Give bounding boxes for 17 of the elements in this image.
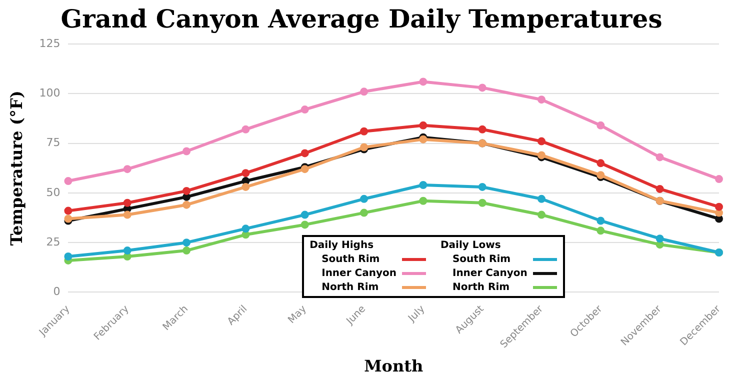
- y-tick-label: 125: [39, 36, 60, 50]
- y-tick-label: 75: [46, 136, 60, 150]
- annotation: Daily Lows: [440, 240, 502, 252]
- y-tick-label: 25: [46, 235, 60, 248]
- y-tick-label: 50: [46, 186, 60, 199]
- y-axis-title: Temperature (°F): [6, 90, 26, 246]
- legend-label: North Rim: [452, 282, 510, 294]
- legend-label: Inner Canyon: [452, 268, 528, 280]
- legend-label: South Rim: [452, 254, 511, 266]
- chart-title: Grand Canyon Average Daily Temperatures: [60, 4, 662, 34]
- annotation: Daily Highs: [310, 240, 375, 252]
- legend-label: South Rim: [322, 254, 380, 266]
- y-tick-label: 0: [53, 285, 60, 298]
- legend-label: Inner Canyon: [322, 268, 396, 280]
- y-tick-label: 100: [39, 86, 60, 100]
- legend-label: North Rim: [322, 282, 379, 294]
- x-axis-title: Month: [364, 356, 424, 376]
